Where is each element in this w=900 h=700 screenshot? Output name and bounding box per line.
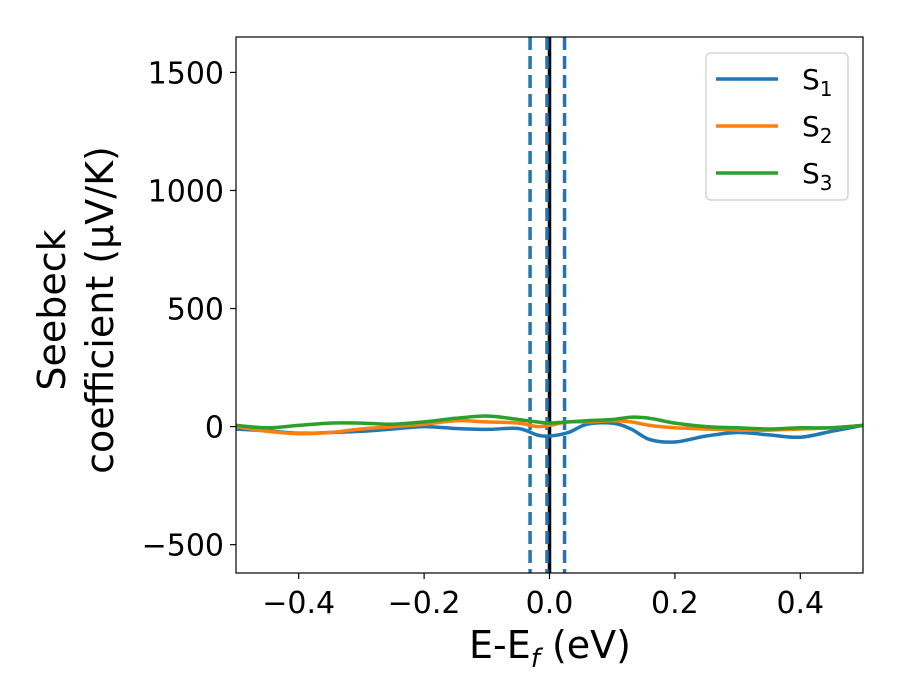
legend-label-s3: S3 (802, 157, 833, 195)
y-tick-label: 500 (167, 293, 224, 328)
x-tick-label: 0.2 (651, 586, 699, 621)
legend-label-s1: S1 (802, 63, 833, 101)
legend: S1 S2 S3 (705, 52, 849, 201)
legend-label-s2: S2 (802, 110, 833, 148)
x-tick-label: 0.0 (526, 586, 574, 621)
y-tick-label: 1500 (148, 56, 224, 91)
x-tick-label: −0.4 (262, 586, 335, 621)
series-line-s1 (236, 420, 863, 444)
series-lines (236, 414, 863, 444)
y-axis-title-line2: coefficient (μV/K) (78, 146, 122, 474)
x-axis-ticks: −0.4 −0.2 0.0 0.2 0.4 (262, 573, 824, 621)
series-line-s3 (236, 414, 863, 431)
y-axis-title-line1: Seebeck (30, 229, 74, 390)
y-tick-label: 1000 (148, 174, 224, 209)
y-axis-ticks: −500 0 500 1000 1500 (142, 56, 236, 564)
vertical-reference-lines (528, 37, 567, 573)
y-tick-label: −500 (142, 529, 224, 564)
x-tick-label: −0.2 (388, 586, 461, 621)
y-axis-title: Seebeck coefficient (μV/K) (30, 146, 122, 474)
y-tick-label: 0 (205, 411, 224, 446)
x-tick-label: 0.4 (776, 586, 824, 621)
x-axis-title: E-Ef (eV) (469, 623, 631, 674)
